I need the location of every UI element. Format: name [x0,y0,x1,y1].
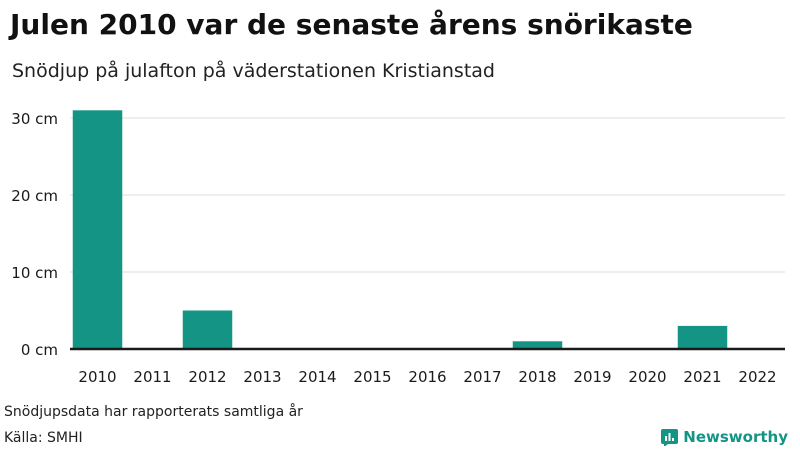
bar [512,341,563,349]
newsworthy-logo-icon [661,428,679,446]
y-tick-label: 0 cm [21,341,58,359]
x-tick-label: 2021 [683,368,721,386]
source-note: Källa: SMHI [4,430,83,446]
bar [182,310,233,349]
brand-name: Newsworthy [683,428,788,446]
x-tick-label: 2022 [738,368,776,386]
chart-subtitle: Snödjup på julafton på väderstationen Kr… [12,60,495,82]
x-tick-label: 2010 [78,368,116,386]
y-tick-label: 10 cm [11,264,58,282]
y-tick-label: 20 cm [11,187,58,205]
x-tick-label: 2019 [573,368,611,386]
chart-title: Julen 2010 var de senaste årens snörikas… [10,8,693,41]
x-tick-label: 2013 [243,368,281,386]
x-tick-label: 2017 [463,368,501,386]
x-tick-label: 2014 [298,368,336,386]
bar [72,110,123,349]
x-tick-label: 2018 [518,368,556,386]
footnote: Snödjupsdata har rapporterats samtliga å… [4,404,303,420]
bar-chart: 0 cm 10 cm 20 cm 30 cm 2010 2011 2012 2013 2014 2… [11,110,785,386]
x-tick-label: 2015 [353,368,391,386]
bar [677,325,728,349]
x-tick-label: 2011 [133,368,171,386]
y-tick-label: 30 cm [11,110,58,128]
x-tick-label: 2020 [628,368,666,386]
x-tick-label: 2016 [408,368,446,386]
brand-logo: Newsworthy [661,428,788,446]
x-tick-label: 2012 [188,368,226,386]
